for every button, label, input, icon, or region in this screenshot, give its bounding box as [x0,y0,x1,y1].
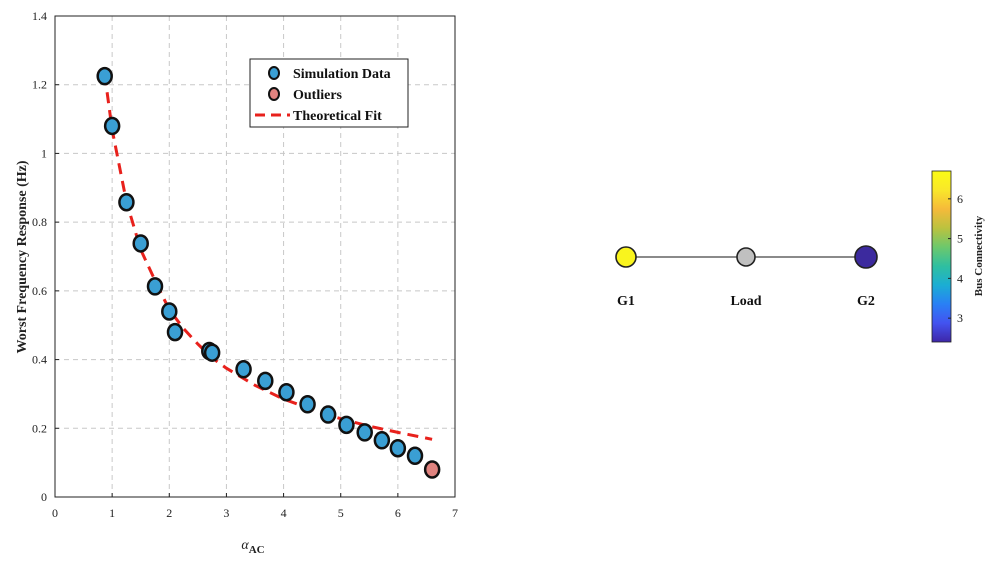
simulation-point [373,431,391,450]
node-g1 [615,246,637,268]
legend-marker-simulation [268,66,280,80]
simulation-point [257,371,274,391]
legend-item-fit: Theoretical Fit [255,109,382,124]
legend-label-simulation: Simulation Data [293,67,391,82]
simulation-point [161,302,178,321]
node-label-g2: G2 [857,294,875,309]
legend-label-outliers: Outliers [293,88,343,103]
legend-label-fit: Theoretical Fit [293,109,382,124]
grid-lines [55,16,455,497]
y-axis-label: Worst Frequency Response (Hz) [15,160,30,353]
y-tick-label: 0.6 [32,284,47,298]
node-label-load: Load [730,294,761,309]
x-tick-label: 6 [395,506,401,520]
x-tick-label: 7 [452,506,458,520]
simulation-point [235,359,252,379]
x-axis-label-main: α [241,538,249,553]
y-tick-label: 1 [41,146,47,160]
colorbar: 3 4 5 6 Bus Connectivity [931,170,985,343]
colorbar-tick-label: 5 [957,232,963,246]
x-tick-label: 5 [338,506,344,520]
network-diagram: G1 Load G2 [615,245,878,309]
simulation-point [356,423,373,442]
simulation-point [389,438,407,458]
y-tick-label: 0.2 [32,421,47,435]
x-tick-label: 2 [166,506,172,520]
y-tick-label: 0.8 [32,215,47,229]
points-layer [96,66,441,479]
simulation-point [166,322,184,342]
plot-frame [54,15,456,498]
legend-marker-outliers [268,87,280,101]
outlier-point [423,460,441,479]
x-ticks: 0 1 2 3 4 5 6 7 [52,493,458,520]
simulation-point [299,394,316,414]
scatter-plot: 0 1 2 3 4 5 6 7 0 0.2 0.4 0.6 0.8 1 1.2 1.4 αAC Worst … [15,9,458,556]
x-tick-label: 0 [52,506,58,520]
x-axis-label: αAC [241,538,264,556]
y-tick-label: 0.4 [32,353,47,367]
legend: Simulation Data Outliers Theoretical Fit [249,58,409,128]
node-load [736,247,756,267]
simulation-point [406,446,424,466]
colorbar-gradient [931,170,952,343]
colorbar-tick-label: 3 [957,311,963,325]
simulation-point [338,415,355,435]
colorbar-tick-label: 6 [957,192,963,206]
simulation-point [118,192,135,212]
colorbar-label: Bus Connectivity [973,215,985,296]
simulation-point [146,277,164,296]
node-label-g1: G1 [617,294,635,309]
y-ticks: 0 0.2 0.4 0.6 0.8 1 1.2 1.4 [32,9,59,504]
nodes: G1 Load G2 [615,245,878,309]
colorbar-tick-label: 4 [957,271,963,285]
simulation-point [103,116,121,136]
x-tick-label: 3 [223,506,229,520]
node-g2 [854,245,878,269]
simulation-point [319,405,337,424]
x-tick-label: 1 [109,506,115,520]
y-tick-label: 1.2 [32,78,47,92]
y-tick-label: 1.4 [32,9,47,23]
legend-item-simulation: Simulation Data [268,66,391,82]
simulation-point [203,343,221,362]
x-tick-label: 4 [281,506,287,520]
simulation-point [96,66,113,86]
y-tick-label: 0 [41,490,47,504]
colorbar-ticks: 3 4 5 6 [948,192,963,325]
simulation-point [132,234,149,253]
x-axis-label-sub: AC [249,544,265,556]
simulation-point [278,382,295,402]
legend-item-outliers: Outliers [268,87,343,103]
